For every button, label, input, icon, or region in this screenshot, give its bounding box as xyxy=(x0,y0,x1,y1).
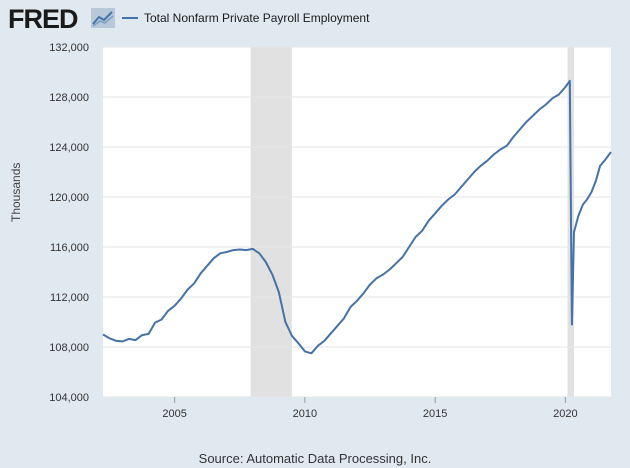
x-tick-label: 2020 xyxy=(553,408,577,420)
y-tick-label: 132,000 xyxy=(49,42,89,54)
y-tick-label: 112,000 xyxy=(50,292,89,304)
legend-label: Total Nonfarm Private Payroll Employment xyxy=(144,11,370,25)
y-tick-label: 108,000 xyxy=(49,342,89,354)
chart-legend[interactable]: Total Nonfarm Private Payroll Employment xyxy=(122,11,369,25)
recession-band-0 xyxy=(250,47,292,397)
y-tick-label: 104,000 xyxy=(49,392,89,404)
x-tick-label: 2015 xyxy=(423,408,447,420)
gridlines xyxy=(103,46,611,398)
y-axis-ticks: 104,000 108,000 112,000 116,000 120,000 124,0… xyxy=(49,42,89,404)
y-tick-label: 124,000 xyxy=(49,142,89,154)
series-lines[interactable] xyxy=(102,79,612,355)
x-axis-ticks: 2005 2010 2015 2020 xyxy=(162,397,578,420)
y-tick-label: 120,000 xyxy=(49,192,89,204)
x-tick-label: 2010 xyxy=(293,408,317,420)
legend-swatch xyxy=(122,17,138,19)
fred-logo[interactable]: FRED xyxy=(8,4,78,34)
series-line-0[interactable] xyxy=(102,79,612,355)
y-tick-label: 128,000 xyxy=(49,92,89,104)
x-tick-label: 2005 xyxy=(162,408,186,420)
trend-chart-icon xyxy=(91,8,115,28)
plot-area xyxy=(103,47,611,397)
y-tick-label: 116,000 xyxy=(50,242,89,254)
source-note: Source: Automatic Data Processing, Inc. xyxy=(198,451,432,466)
y-axis-label: Thousands xyxy=(9,162,23,222)
